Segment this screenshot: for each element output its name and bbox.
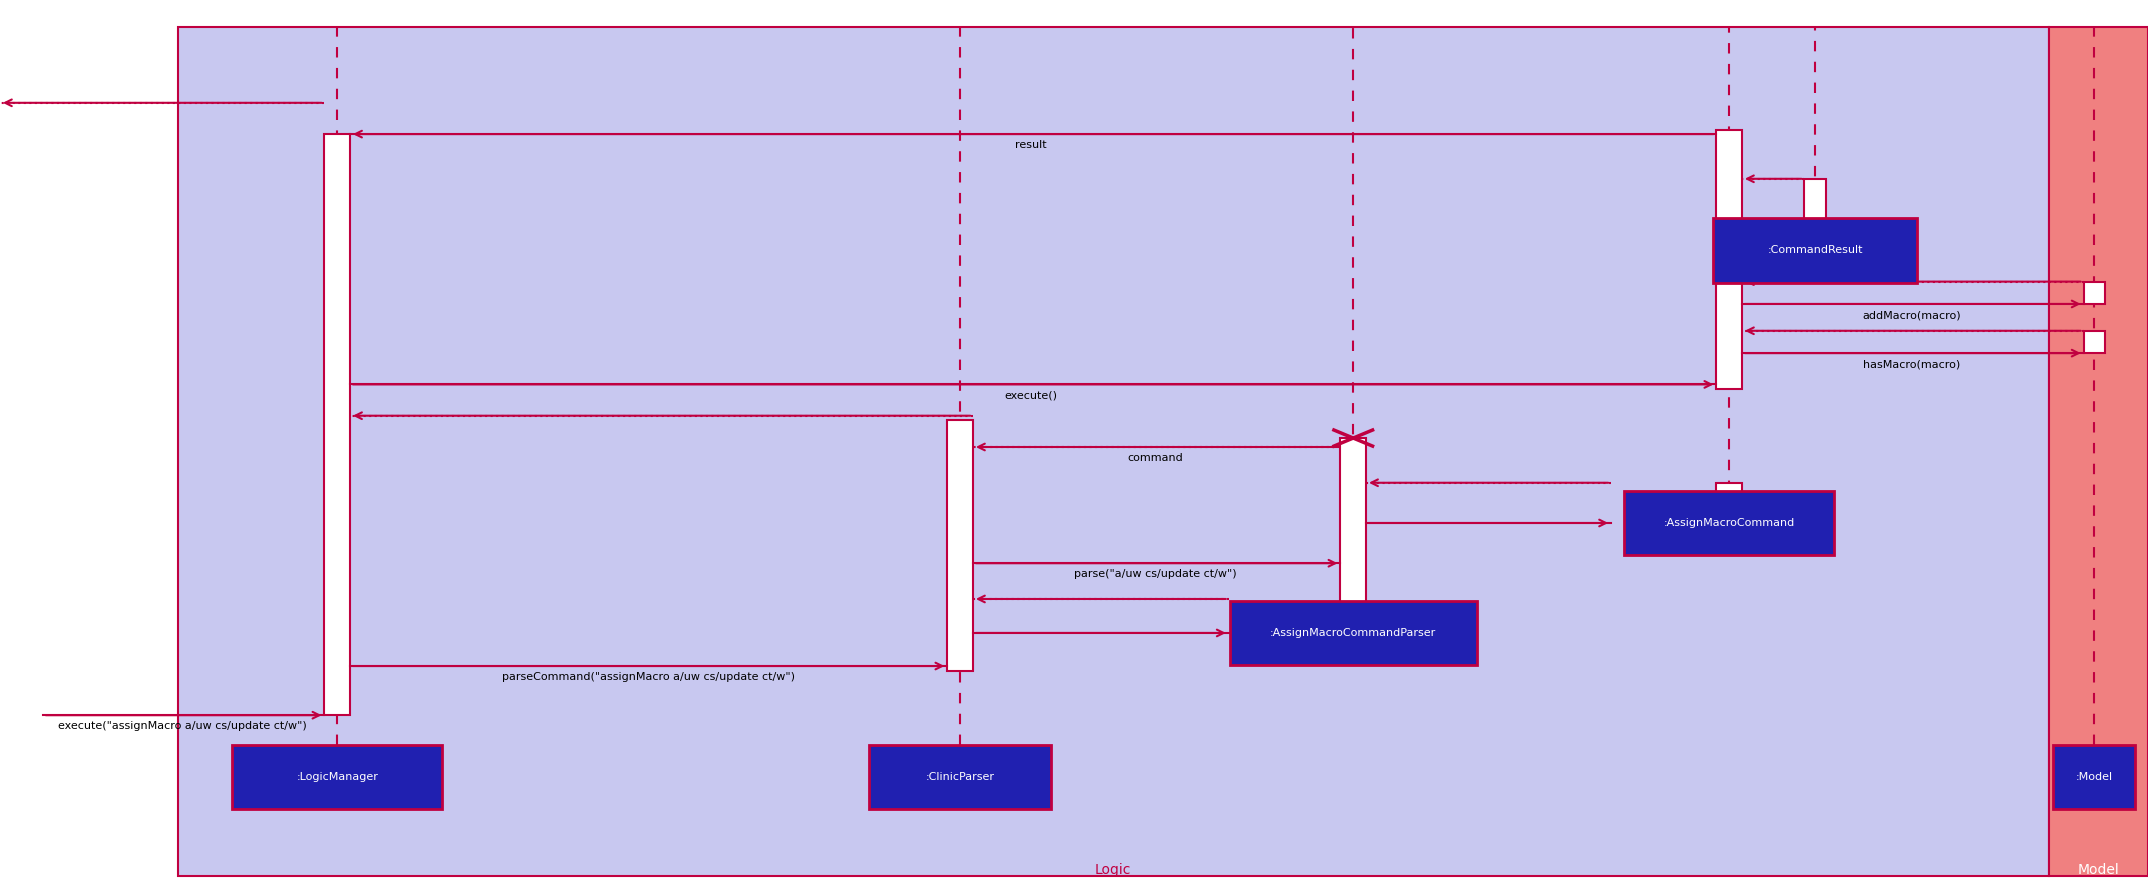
Bar <box>2084 282 2105 304</box>
Text: command: command <box>1128 453 1184 463</box>
Bar <box>1716 483 1742 523</box>
Bar <box>947 420 973 670</box>
Text: :AssignMacroCommand: :AssignMacroCommand <box>1663 518 1796 528</box>
Bar <box>1714 218 1916 283</box>
Bar <box>1340 438 1366 635</box>
Bar <box>1804 179 1826 237</box>
Text: result: result <box>1016 140 1046 150</box>
Bar <box>178 27 2049 876</box>
Bar <box>868 745 1053 809</box>
Bar <box>324 134 350 715</box>
Bar <box>0 0 178 894</box>
Text: :LogicManager: :LogicManager <box>296 772 378 782</box>
Text: parse("a/uw cs/update ct/w"): parse("a/uw cs/update ct/w") <box>1074 569 1237 579</box>
Bar <box>2049 27 2148 876</box>
Text: Model: Model <box>2077 863 2120 877</box>
Text: addMacro(macro): addMacro(macro) <box>1862 310 1961 320</box>
Text: hasMacro(macro): hasMacro(macro) <box>1862 359 1961 369</box>
Bar <box>1716 130 1742 389</box>
Text: :CommandResult: :CommandResult <box>1768 245 1862 256</box>
Bar <box>1624 491 1834 555</box>
Bar <box>2084 331 2105 353</box>
Text: parseCommand("assignMacro a/uw cs/update ct/w"): parseCommand("assignMacro a/uw cs/update… <box>503 672 795 682</box>
Text: :AssignMacroCommandParser: :AssignMacroCommandParser <box>1269 628 1437 638</box>
Text: :Model: :Model <box>2075 772 2114 782</box>
Text: :ClinicParser: :ClinicParser <box>926 772 995 782</box>
Text: execute(): execute() <box>1005 391 1057 401</box>
Text: execute("assignMacro a/uw cs/update ct/w"): execute("assignMacro a/uw cs/update ct/w… <box>58 721 307 731</box>
Text: Logic: Logic <box>1095 863 1130 877</box>
Bar <box>2053 745 2135 809</box>
Bar <box>232 745 442 809</box>
Bar <box>1229 601 1478 665</box>
